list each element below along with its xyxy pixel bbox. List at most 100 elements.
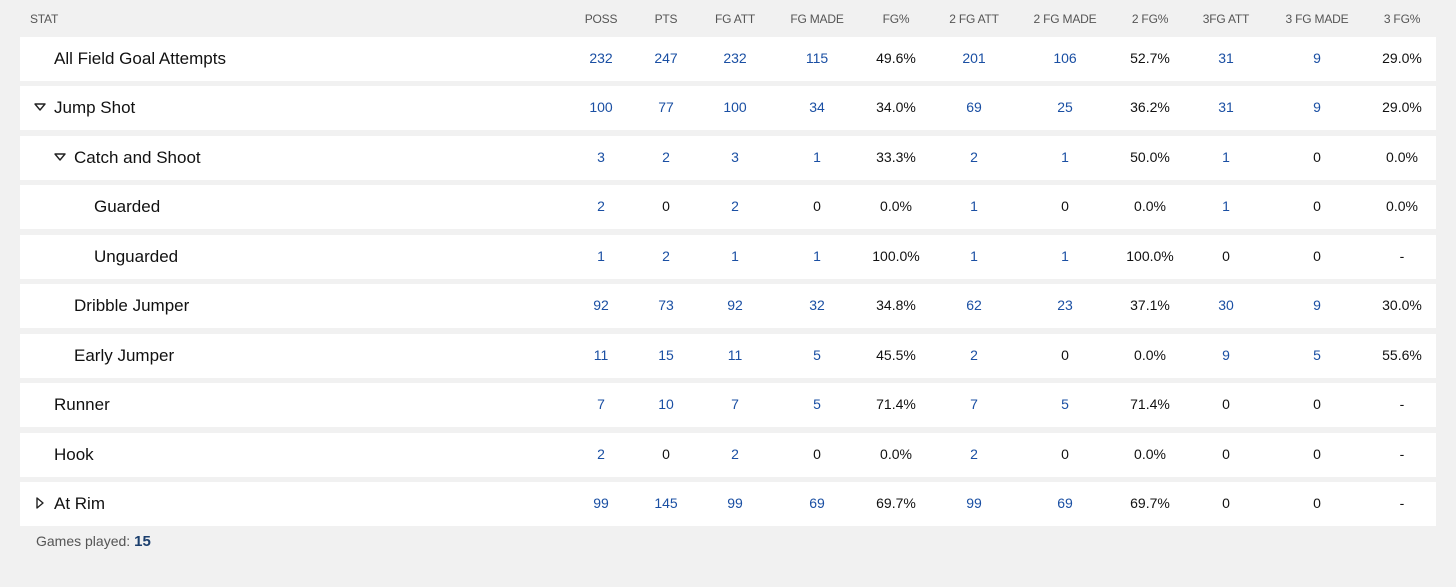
cell-3-fg-made: 0 bbox=[1313, 149, 1321, 165]
cell-3-fg-pct: 30.0% bbox=[1382, 297, 1422, 313]
cell-2-fg-made[interactable]: 69 bbox=[1057, 495, 1073, 511]
cell-3-fg-made[interactable]: 9 bbox=[1313, 297, 1321, 313]
cell-fg-made[interactable]: 115 bbox=[805, 50, 829, 66]
column-header-fg-pct: FG% bbox=[882, 12, 910, 26]
table-row: Dribble Jumper 92 73 92 32 34.8% 62 23 37.1% 30 9 3… bbox=[20, 284, 1436, 328]
column-header-fg-made: FG MADE bbox=[790, 12, 844, 26]
cell-fg-made[interactable]: 69 bbox=[809, 495, 825, 511]
cell-pts[interactable]: 73 bbox=[658, 297, 674, 313]
cell-2-fg-att[interactable]: 69 bbox=[966, 99, 982, 115]
table-row: Jump Shot 100 77 100 34 34.0% 69 25 36.2% 31 9 29.0… bbox=[20, 86, 1436, 130]
cell-fg-made[interactable]: 1 bbox=[813, 149, 821, 165]
row-label: All Field Goal Attempts bbox=[54, 49, 226, 68]
cell-2-fg-pct: 100.0% bbox=[1126, 248, 1174, 264]
cell-3fg-att[interactable]: 31 bbox=[1218, 50, 1234, 66]
cell-fg-pct: 34.8% bbox=[876, 297, 916, 313]
cell-3fg-att[interactable]: 1 bbox=[1222, 198, 1230, 214]
row-label[interactable]: Catch and Shoot bbox=[74, 148, 201, 167]
column-header-2-fg-pct: 2 FG% bbox=[1131, 12, 1169, 26]
cell-2-fg-made[interactable]: 5 bbox=[1061, 396, 1069, 412]
row-label[interactable]: Jump Shot bbox=[54, 98, 136, 117]
cell-3fg-att[interactable]: 31 bbox=[1218, 99, 1234, 115]
cell-3-fg-made: 0 bbox=[1313, 446, 1321, 462]
table-row: Catch and Shoot 3 2 3 1 33.3% 2 1 50.0% 1 0 0.0% bbox=[20, 136, 1436, 180]
cell-2-fg-made[interactable]: 106 bbox=[1053, 50, 1077, 66]
cell-fg-att[interactable]: 232 bbox=[723, 50, 747, 66]
cell-fg-att[interactable]: 7 bbox=[731, 396, 739, 412]
cell-pts[interactable]: 77 bbox=[658, 99, 674, 115]
cell-fg-pct: 0.0% bbox=[880, 446, 912, 462]
cell-fg-att[interactable]: 11 bbox=[727, 347, 743, 363]
cell-2-fg-att[interactable]: 2 bbox=[970, 446, 978, 462]
collapse-triangle-icon[interactable] bbox=[53, 150, 67, 164]
cell-fg-att[interactable]: 3 bbox=[731, 149, 739, 165]
cell-pts[interactable]: 2 bbox=[662, 248, 670, 264]
cell-fg-att[interactable]: 100 bbox=[723, 99, 747, 115]
cell-poss[interactable]: 1 bbox=[597, 248, 605, 264]
cell-2-fg-att[interactable]: 7 bbox=[970, 396, 978, 412]
cell-2-fg-made[interactable]: 23 bbox=[1057, 297, 1073, 313]
cell-pts[interactable]: 145 bbox=[654, 495, 678, 511]
column-header-stat: STAT bbox=[30, 12, 59, 26]
cell-3fg-att[interactable]: 9 bbox=[1222, 347, 1230, 363]
cell-poss[interactable]: 92 bbox=[593, 297, 609, 313]
cell-poss[interactable]: 3 bbox=[597, 149, 605, 165]
cell-3-fg-made[interactable]: 9 bbox=[1313, 50, 1321, 66]
cell-poss[interactable]: 100 bbox=[589, 99, 613, 115]
cell-pts[interactable]: 247 bbox=[654, 50, 678, 66]
cell-2-fg-att[interactable]: 2 bbox=[970, 347, 978, 363]
cell-fg-pct: 100.0% bbox=[872, 248, 920, 264]
cell-fg-made[interactable]: 5 bbox=[813, 396, 821, 412]
cell-poss[interactable]: 11 bbox=[593, 347, 609, 363]
cell-3-fg-made[interactable]: 5 bbox=[1313, 347, 1321, 363]
cell-fg-made[interactable]: 34 bbox=[809, 99, 825, 115]
cell-2-fg-att[interactable]: 201 bbox=[962, 50, 986, 66]
cell-2-fg-att[interactable]: 62 bbox=[966, 297, 982, 313]
row-label: Runner bbox=[54, 395, 110, 414]
games-played-value: 15 bbox=[134, 533, 151, 550]
cell-pts[interactable]: 10 bbox=[658, 396, 674, 412]
cell-fg-pct: 34.0% bbox=[876, 99, 916, 115]
cell-3fg-att: 0 bbox=[1222, 495, 1230, 511]
cell-fg-made: 0 bbox=[813, 198, 821, 214]
cell-3-fg-pct: 29.0% bbox=[1382, 99, 1422, 115]
cell-2-fg-att[interactable]: 2 bbox=[970, 149, 978, 165]
cell-3fg-att[interactable]: 30 bbox=[1218, 297, 1234, 313]
cell-2-fg-att[interactable]: 1 bbox=[970, 248, 978, 264]
cell-2-fg-made[interactable]: 1 bbox=[1061, 149, 1069, 165]
cell-2-fg-att[interactable]: 1 bbox=[970, 198, 978, 214]
expand-triangle-icon[interactable] bbox=[33, 496, 47, 510]
cell-2-fg-att[interactable]: 99 bbox=[966, 495, 982, 511]
cell-fg-att[interactable]: 99 bbox=[727, 495, 743, 511]
cell-fg-made[interactable]: 5 bbox=[813, 347, 821, 363]
cell-fg-made[interactable]: 32 bbox=[809, 297, 825, 313]
games-played: Games played: 15 bbox=[36, 533, 151, 550]
row-label: Unguarded bbox=[94, 247, 179, 266]
cell-fg-att[interactable]: 1 bbox=[731, 248, 739, 264]
cell-poss[interactable]: 2 bbox=[597, 198, 605, 214]
row-label: Dribble Jumper bbox=[74, 296, 190, 315]
cell-pts[interactable]: 2 bbox=[662, 149, 670, 165]
table-row: Early Jumper 11 15 11 5 45.5% 2 0 0.0% 9 5 55.6% bbox=[20, 334, 1436, 378]
cell-2-fg-made[interactable]: 1 bbox=[1061, 248, 1069, 264]
cell-2-fg-made[interactable]: 25 bbox=[1057, 99, 1073, 115]
table-row: At Rim 99 145 99 69 69.7% 99 69 69.7% 0 0 - bbox=[20, 482, 1436, 526]
cell-fg-att[interactable]: 2 bbox=[731, 198, 739, 214]
cell-3fg-att[interactable]: 1 bbox=[1222, 149, 1230, 165]
cell-poss[interactable]: 99 bbox=[593, 495, 609, 511]
cell-3-fg-made[interactable]: 9 bbox=[1313, 99, 1321, 115]
cell-poss[interactable]: 7 bbox=[597, 396, 605, 412]
cell-fg-att[interactable]: 92 bbox=[727, 297, 743, 313]
cell-2-fg-pct: 52.7% bbox=[1130, 50, 1170, 66]
cell-fg-att[interactable]: 2 bbox=[731, 446, 739, 462]
cell-fg-made[interactable]: 1 bbox=[813, 248, 821, 264]
table-row: Unguarded 1 2 1 1 100.0% 1 1 100.0% 0 0 - bbox=[20, 235, 1436, 279]
column-header-2-fg-att: 2 FG ATT bbox=[949, 12, 999, 26]
cell-poss[interactable]: 2 bbox=[597, 446, 605, 462]
cell-pts[interactable]: 15 bbox=[658, 347, 674, 363]
cell-poss[interactable]: 232 bbox=[589, 50, 613, 66]
column-header-3fg-att: 3FG ATT bbox=[1202, 12, 1250, 26]
collapse-triangle-icon[interactable] bbox=[33, 100, 47, 114]
cell-3fg-att: 0 bbox=[1222, 248, 1230, 264]
row-label[interactable]: At Rim bbox=[54, 494, 105, 513]
